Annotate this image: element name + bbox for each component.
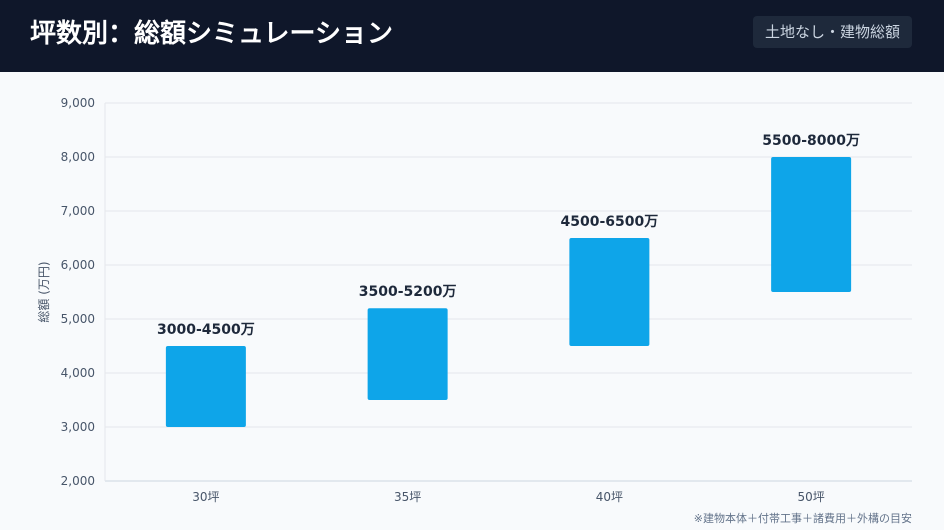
data-label: 3000-4500万 bbox=[157, 322, 255, 338]
x-tick-label: 50坪 bbox=[797, 490, 824, 504]
y-tick-label: 2,000 bbox=[61, 474, 95, 488]
page-title: 坪数別：総額シミュレーション bbox=[30, 19, 393, 49]
data-label: 5500-8000万 bbox=[762, 133, 860, 149]
range-bar bbox=[771, 157, 852, 292]
y-tick-label: 3,000 bbox=[61, 420, 95, 434]
y-tick-label: 4,000 bbox=[61, 366, 95, 380]
scope-badge: 土地なし・建物総額 bbox=[752, 16, 912, 48]
y-tick-label: 6,000 bbox=[61, 258, 95, 272]
x-tick-label: 40坪 bbox=[596, 490, 623, 504]
range-bar bbox=[165, 346, 246, 427]
range-bar bbox=[569, 238, 650, 346]
range-bar bbox=[367, 308, 448, 400]
y-tick-label: 7,000 bbox=[61, 204, 95, 218]
y-tick-label: 8,000 bbox=[61, 150, 95, 164]
footnote: ※建物本体＋付帯工事＋諸費用＋外構の目安 bbox=[693, 512, 912, 525]
x-tick-label: 35坪 bbox=[394, 490, 421, 504]
data-label: 4500-6500万 bbox=[561, 214, 659, 230]
x-tick-label: 30坪 bbox=[192, 490, 219, 504]
header: 坪数別：総額シミュレーション 土地なし・建物総額 bbox=[0, 0, 944, 72]
data-label: 3500-5200万 bbox=[359, 284, 457, 300]
y-tick-label: 5,000 bbox=[61, 312, 95, 326]
y-tick-label: 9,000 bbox=[61, 96, 95, 110]
y-axis-label: 総額 (万円) bbox=[37, 261, 51, 322]
